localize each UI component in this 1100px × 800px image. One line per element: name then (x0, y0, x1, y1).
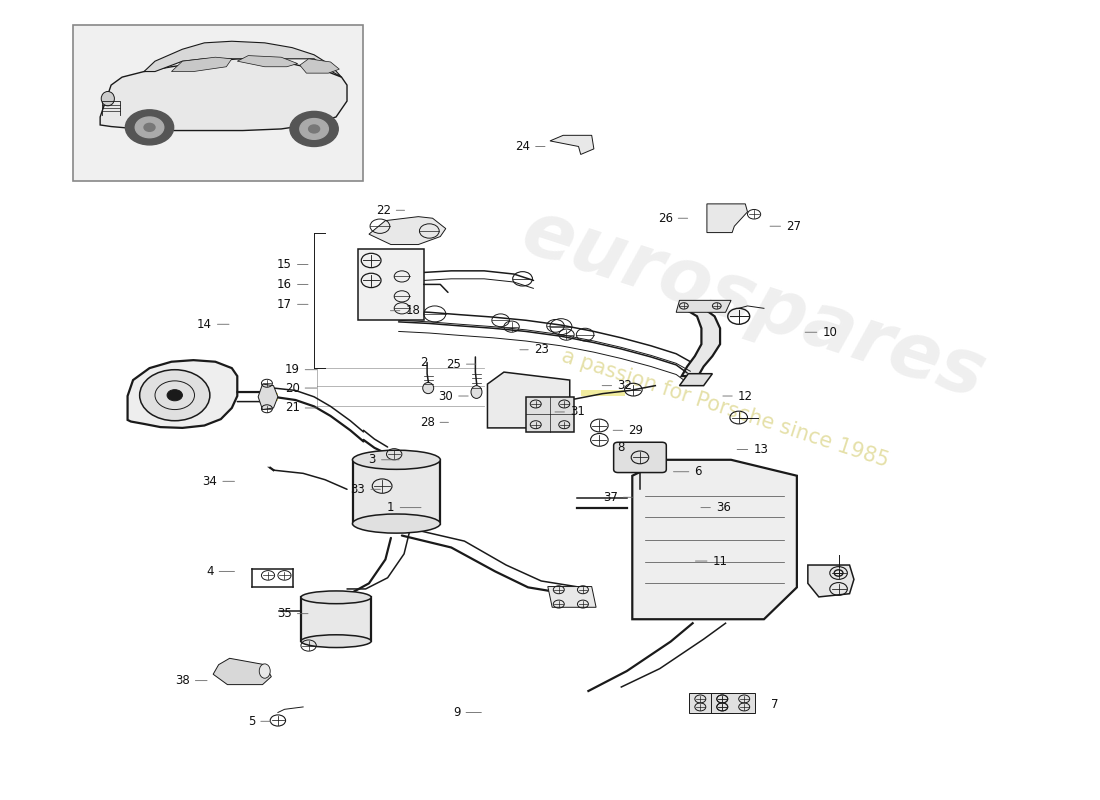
Polygon shape (487, 372, 570, 428)
Circle shape (290, 111, 338, 146)
Circle shape (140, 370, 210, 421)
Text: 37: 37 (603, 490, 632, 504)
Text: 17: 17 (277, 298, 308, 311)
Bar (356, 486, 436, 498)
Polygon shape (712, 693, 756, 714)
Polygon shape (690, 693, 734, 714)
Circle shape (125, 110, 174, 145)
Polygon shape (213, 658, 272, 685)
Circle shape (144, 123, 155, 131)
Text: 7: 7 (771, 698, 779, 711)
Bar (301, 598, 371, 641)
Text: 32: 32 (602, 379, 632, 392)
Circle shape (300, 118, 329, 139)
Ellipse shape (471, 386, 482, 398)
FancyBboxPatch shape (614, 442, 667, 473)
Polygon shape (682, 308, 720, 376)
Text: 27: 27 (770, 220, 801, 233)
Bar (262, 393, 278, 401)
Text: 14: 14 (197, 318, 229, 330)
Text: 22: 22 (376, 204, 405, 217)
Text: eurospares: eurospares (512, 194, 994, 414)
Polygon shape (368, 217, 446, 245)
Text: 8: 8 (617, 442, 625, 454)
Text: 38: 38 (175, 674, 207, 687)
Text: 19: 19 (285, 363, 317, 376)
Text: 3: 3 (368, 454, 399, 466)
Ellipse shape (260, 664, 271, 678)
Ellipse shape (301, 634, 371, 647)
Bar (581, 390, 625, 396)
Text: 35: 35 (277, 607, 308, 620)
Bar (682, 304, 720, 309)
Bar (358, 249, 424, 320)
Ellipse shape (352, 450, 440, 470)
Circle shape (309, 125, 320, 133)
Text: 10: 10 (805, 326, 837, 338)
Text: 9: 9 (453, 706, 482, 719)
Polygon shape (100, 58, 346, 130)
Text: 23: 23 (520, 343, 549, 356)
Text: 25: 25 (446, 358, 476, 370)
Text: 16: 16 (277, 278, 308, 291)
Bar (387, 451, 400, 458)
Text: a passion for Porsche since 1985: a passion for Porsche since 1985 (560, 346, 892, 470)
Text: 24: 24 (515, 140, 544, 153)
Polygon shape (258, 384, 278, 410)
Text: 36: 36 (701, 501, 730, 514)
Text: 33: 33 (351, 482, 381, 496)
Ellipse shape (352, 514, 440, 533)
Polygon shape (550, 135, 594, 154)
Polygon shape (676, 300, 732, 312)
Text: 30: 30 (439, 390, 469, 402)
Circle shape (167, 390, 183, 401)
Text: 13: 13 (737, 443, 768, 456)
Text: 20: 20 (285, 382, 317, 394)
Text: 12: 12 (723, 390, 752, 402)
Bar (306, 614, 366, 624)
Text: 11: 11 (695, 554, 727, 567)
Polygon shape (144, 42, 341, 77)
Bar (73, 26, 363, 181)
Text: 26: 26 (658, 212, 688, 225)
Polygon shape (548, 586, 596, 607)
Text: 4: 4 (206, 565, 234, 578)
Ellipse shape (101, 91, 114, 106)
Polygon shape (807, 565, 854, 597)
Ellipse shape (301, 591, 371, 604)
Text: 6: 6 (673, 466, 702, 478)
Text: 5: 5 (248, 714, 271, 728)
Polygon shape (680, 374, 713, 386)
Text: 2: 2 (420, 356, 428, 369)
Polygon shape (300, 58, 339, 73)
Polygon shape (172, 57, 232, 71)
Text: 18: 18 (390, 304, 420, 318)
Bar (684, 376, 708, 381)
Polygon shape (632, 460, 796, 619)
Text: 34: 34 (202, 475, 234, 488)
Text: 29: 29 (613, 424, 644, 437)
Text: 1: 1 (387, 501, 421, 514)
Ellipse shape (422, 382, 433, 394)
Text: 21: 21 (285, 402, 317, 414)
Text: 28: 28 (420, 416, 449, 429)
Polygon shape (238, 56, 298, 66)
Bar (352, 460, 440, 523)
Text: 15: 15 (277, 258, 308, 271)
Polygon shape (707, 204, 748, 233)
Polygon shape (128, 360, 238, 428)
Text: 31: 31 (556, 406, 585, 418)
Circle shape (135, 117, 164, 138)
Bar (526, 397, 574, 432)
